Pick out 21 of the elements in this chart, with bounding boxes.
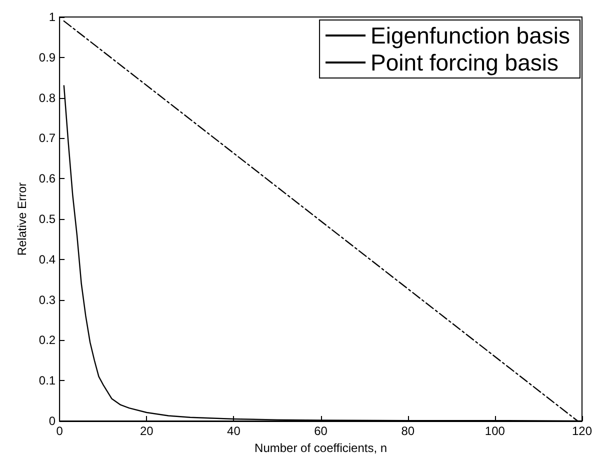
y-tick-label: 0.6 [38,172,56,186]
y-tick-label: 0.8 [38,90,56,105]
x-tick-label: 80 [401,424,415,438]
y-tick-label: 0.7 [38,131,56,146]
y-tick-label: 0.3 [38,292,56,307]
y-axis-title: Relative Error [15,182,29,256]
x-tick-label: 100 [484,424,506,438]
y-tick-label: 0.1 [38,374,56,388]
x-tick-label: 60 [314,424,328,438]
x-axis-title: Number of coefficients, n [254,440,388,455]
x-tick-label: 120 [572,424,592,438]
legend-label: Point forcing basis [370,50,558,76]
y-tick-label: 0 [48,414,56,428]
x-tick-label: 40 [227,424,241,438]
y-tick-label: 0.2 [38,333,56,348]
y-tick-label: 0.5 [38,212,56,226]
x-tick-label: 20 [140,424,154,438]
y-tick-label: 0.9 [38,50,56,64]
y-tick-label: 0.4 [38,252,56,266]
y-tick-label: 1 [48,10,56,24]
legend-label: Eigenfunction basis [370,22,570,48]
